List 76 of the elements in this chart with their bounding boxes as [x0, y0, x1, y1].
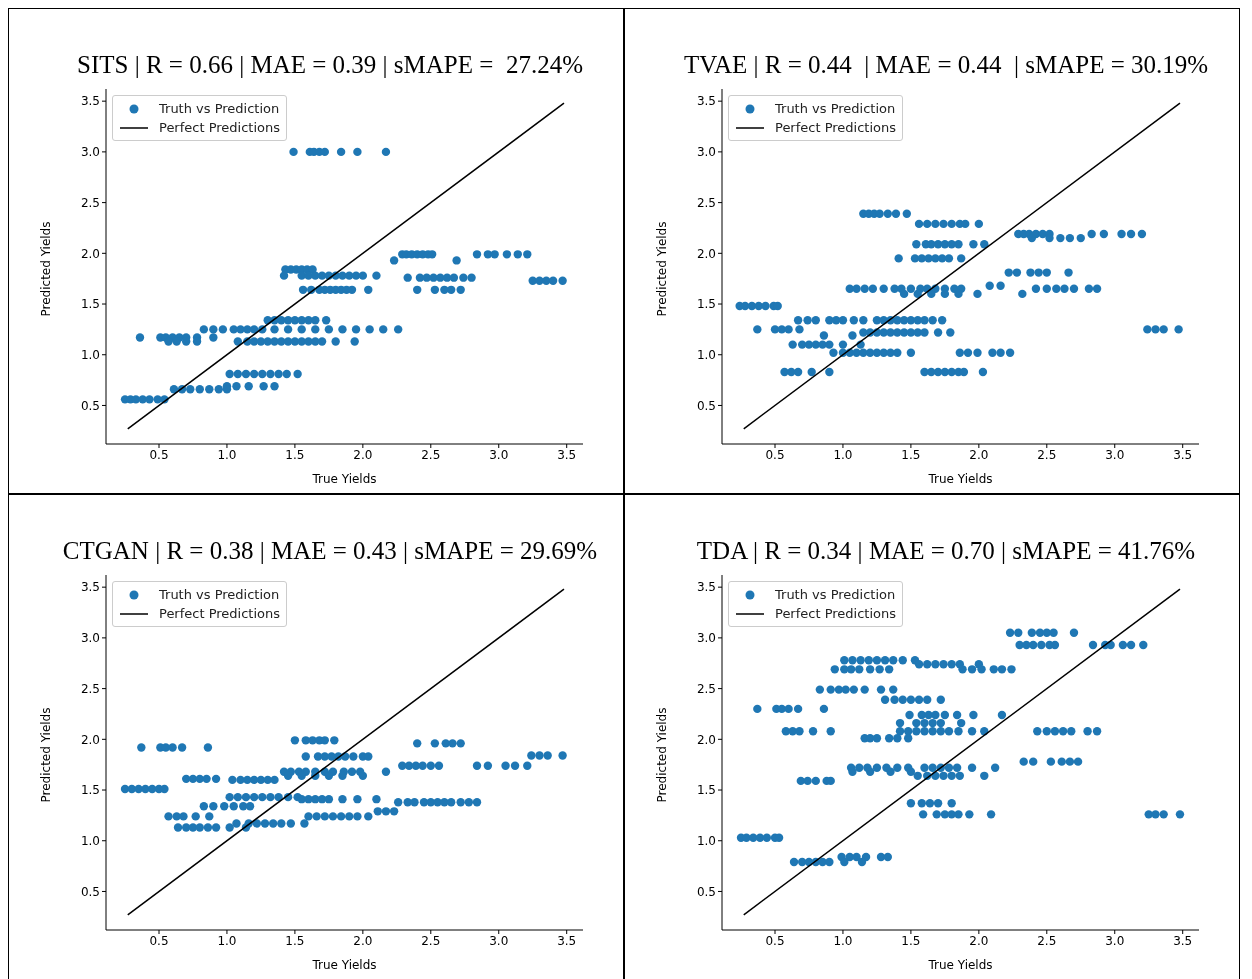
x-tick-label: 0.5 [765, 447, 785, 462]
x-tick-label: 2.0 [969, 933, 989, 948]
y-tick-label: 3.5 [696, 580, 716, 595]
y-tick-label: 3.5 [80, 580, 100, 595]
y-tick-label: 0.5 [696, 398, 716, 413]
legend-label: Perfect Predictions [775, 119, 897, 137]
legend-label: Truth vs Prediction [775, 100, 896, 118]
y-tick-label: 2.0 [696, 732, 716, 747]
chart-title: TVAE | R = 0.44 | MAE = 0.44 | sMAPE = 30.19% [682, 51, 1210, 80]
legend-label: Truth vs Prediction [775, 586, 896, 604]
x-tick-label: 0.5 [765, 933, 785, 948]
y-tick-label: 1.5 [696, 297, 716, 312]
x-tick-label: 0.5 [149, 933, 169, 948]
x-tick-label: 3.5 [557, 933, 577, 948]
x-tick-label: 1.0 [217, 447, 237, 462]
legend-label: Perfect Predictions [159, 119, 281, 137]
x-tick-label: 2.5 [421, 933, 441, 948]
y-tick-label: 1.5 [696, 783, 716, 798]
y-tick-label: 3.0 [696, 631, 716, 646]
legend-label: Perfect Predictions [159, 605, 281, 623]
x-tick-label: 2.0 [969, 447, 989, 462]
x-tick-label: 3.0 [489, 933, 509, 948]
y-axis-title: Predicted Yields [39, 221, 54, 317]
y-tick-label: 1.0 [80, 834, 100, 848]
y-tick-label: 3.0 [696, 145, 716, 160]
x-tick-label: 1.0 [833, 933, 853, 948]
x-tick-label: 0.5 [149, 447, 169, 462]
y-tick-label: 3.0 [80, 145, 100, 160]
y-tick-label: 2.0 [80, 732, 100, 747]
y-axis-title: Predicted Yields [39, 707, 54, 803]
y-tick-label: 1.0 [80, 348, 100, 362]
y-tick-label: 0.5 [696, 884, 716, 899]
x-tick-label: 1.5 [901, 447, 921, 462]
x-tick-label: 1.0 [833, 447, 853, 462]
chart-title: TDA | R = 0.34 | MAE = 0.70 | sMAPE = 41.76% [695, 537, 1197, 566]
x-tick-label: 1.5 [901, 933, 921, 948]
x-tick-label: 3.5 [1173, 933, 1193, 948]
x-axis-title: True Yields [311, 958, 377, 972]
x-tick-label: 1.5 [285, 447, 305, 462]
x-axis-title: True Yields [311, 472, 377, 486]
x-tick-label: 2.0 [353, 447, 373, 462]
y-tick-label: 3.0 [80, 631, 100, 646]
y-tick-label: 0.5 [80, 884, 100, 899]
x-axis-title: True Yields [927, 472, 993, 486]
x-tick-label: 2.0 [353, 933, 373, 948]
x-tick-label: 3.0 [1105, 933, 1125, 948]
x-tick-label: 1.0 [217, 933, 237, 948]
y-axis-title: Predicted Yields [655, 221, 670, 317]
x-tick-label: 2.5 [1037, 447, 1057, 462]
x-tick-label: 2.5 [1037, 933, 1057, 948]
y-tick-label: 0.5 [80, 398, 100, 413]
x-tick-label: 1.5 [285, 933, 305, 948]
y-tick-label: 1.0 [696, 834, 716, 848]
x-tick-label: 3.0 [1105, 447, 1125, 462]
y-tick-label: 2.5 [696, 195, 716, 210]
legend-label: Truth vs Prediction [159, 100, 280, 118]
y-tick-label: 1.0 [696, 348, 716, 362]
chart-title: SITS | R = 0.66 | MAE = 0.39 | sMAPE = 27.24% [76, 51, 584, 80]
y-tick-label: 3.5 [80, 94, 100, 109]
y-tick-label: 1.5 [80, 783, 100, 798]
y-tick-label: 2.0 [80, 246, 100, 261]
y-tick-label: 3.5 [696, 94, 716, 109]
x-tick-label: 3.5 [557, 447, 577, 462]
x-tick-label: 3.0 [489, 447, 509, 462]
y-tick-label: 2.5 [80, 195, 100, 210]
y-tick-label: 2.5 [696, 681, 716, 696]
y-tick-label: 2.5 [80, 681, 100, 696]
chart-title: CTGAN | R = 0.38 | MAE = 0.43 | sMAPE = 29.69% [61, 537, 599, 566]
x-tick-label: 2.5 [421, 447, 441, 462]
x-tick-label: 3.5 [1173, 447, 1193, 462]
y-tick-label: 2.0 [696, 246, 716, 261]
y-axis-title: Predicted Yields [655, 707, 670, 803]
y-tick-label: 1.5 [80, 297, 100, 312]
x-axis-title: True Yields [927, 958, 993, 972]
legend-label: Truth vs Prediction [159, 586, 280, 604]
legend-label: Perfect Predictions [775, 605, 897, 623]
